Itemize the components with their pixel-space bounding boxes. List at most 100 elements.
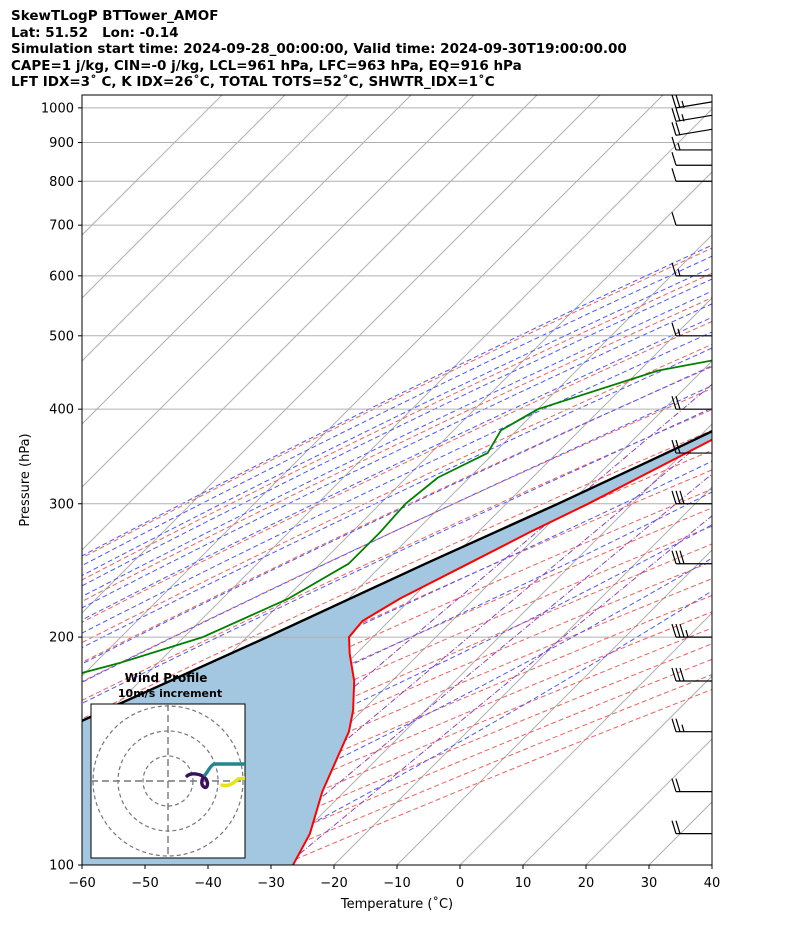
- wind-barb: [671, 490, 712, 505]
- wind-barb: [671, 108, 712, 122]
- wind-barb-flag: [675, 550, 681, 564]
- wind-barb-half-flag: [677, 268, 681, 277]
- x-tick-label: −40: [194, 876, 221, 891]
- wind-barb-flag: [671, 820, 677, 834]
- moist-adiabat-line: [82, 331, 712, 634]
- wind-barb: [671, 778, 712, 793]
- isotherm-line: [82, 95, 538, 551]
- wind-barb-flag: [675, 122, 681, 136]
- wind-barb-flag: [671, 95, 677, 109]
- isotherm-line: [522, 675, 712, 865]
- x-axis-label: Temperature (˚C): [340, 896, 453, 912]
- x-tick-label: −20: [320, 876, 347, 891]
- inset-subtitle: 10m/s increment: [118, 687, 222, 700]
- wind-barb: [671, 136, 712, 151]
- y-axis-label: Pressure (hPa): [18, 433, 33, 526]
- wind-barb: [671, 667, 712, 682]
- pressure-gridlines: [82, 107, 712, 865]
- wind-barb-staff: [675, 128, 712, 136]
- moist-adiabat-line: [82, 407, 712, 704]
- axes: −60 −50 −40 −30 −20 −10 0 10 20 30 40 1000 900 800 700…: [41, 101, 720, 891]
- x-tick-label: 0: [456, 876, 464, 891]
- wind-barb-staff: [675, 114, 712, 122]
- wind-barb-half-flag: [677, 142, 681, 151]
- moist-adiabat-line: [82, 491, 712, 792]
- wind-barb-half-flag: [685, 629, 689, 638]
- y-tick-label: 800: [49, 175, 74, 190]
- x-tick-label: −30: [257, 876, 284, 891]
- wind-barb: [671, 322, 712, 337]
- x-tick-label: 30: [641, 876, 658, 891]
- wind-barb-flag: [675, 820, 681, 834]
- wind-barb-half-flag: [681, 114, 685, 122]
- y-tick-label: 400: [49, 403, 74, 418]
- wind-barb: [671, 211, 712, 226]
- isotherm-line: [82, 95, 223, 236]
- moist-adiabat-line: [82, 303, 712, 609]
- series-line-parcel-profile: [82, 430, 712, 723]
- wind-barb-flag: [675, 108, 681, 122]
- wind-barb: [671, 262, 712, 277]
- dry-adiabat-line: [82, 429, 712, 720]
- mixing-ratio-line: [145, 383, 712, 865]
- x-tick-label: −50: [131, 876, 158, 891]
- wind-barb-flag: [675, 439, 681, 454]
- wind-barb: [671, 623, 712, 638]
- wind-barb: [671, 439, 712, 454]
- wind-barb-flag: [679, 667, 685, 682]
- wind-barb: [671, 152, 712, 166]
- wind-barb-half-flag: [681, 724, 685, 732]
- x-tick-label: 20: [578, 876, 595, 891]
- hodograph-trace: [220, 776, 245, 788]
- isotherm-line: [396, 549, 712, 865]
- y-tick-label: 100: [49, 859, 74, 874]
- moist-adiabat-line: [82, 244, 712, 557]
- dry-adiabat-line: [82, 297, 712, 603]
- indices-line: LFT IDX=3˚ C, K IDX=26˚C, TOTAL TOTS=52˚…: [11, 74, 495, 90]
- isotherm-line: [82, 108, 712, 740]
- wind-barb-flag: [671, 211, 677, 226]
- profile-lines: [82, 359, 712, 865]
- inset-title: Wind Profile: [125, 671, 208, 685]
- dry-adiabat-line: [82, 272, 712, 581]
- dry-adiabat-line: [82, 469, 712, 755]
- wind-barb-flag: [671, 439, 677, 454]
- chart-title-block: SkewTLogP BTTower_AMOF Lat: 51.52 Lon: -…: [11, 8, 627, 91]
- wind-barb-flag: [671, 122, 677, 136]
- isotherm-line: [82, 95, 475, 488]
- wind-barbs: [671, 95, 712, 835]
- moist-adiabat-line: [82, 524, 712, 833]
- wind-barb-flag: [671, 550, 677, 564]
- moist-adiabat-line: [82, 290, 712, 598]
- series-line-temperature: [292, 438, 712, 865]
- wind-barb-flag: [671, 152, 677, 166]
- wind-barb-half-flag: [677, 328, 681, 336]
- wind-barb-flag: [675, 490, 681, 504]
- wind-barb-flag: [671, 108, 677, 122]
- isotherm-line: [82, 95, 412, 425]
- y-tick-label: 600: [49, 269, 74, 284]
- isotherm-line: [82, 95, 349, 362]
- hodograph-trace: [185, 772, 210, 790]
- wind-barb-flag: [675, 396, 681, 410]
- wind-barb-flag: [675, 778, 681, 792]
- wind-barb-flag: [671, 262, 677, 277]
- wind-barb-flag: [675, 718, 681, 732]
- wind-barb-flag: [671, 490, 677, 504]
- wind-barb: [671, 820, 712, 835]
- y-tick-label: 300: [49, 497, 74, 512]
- wind-barb: [671, 718, 712, 733]
- wind-barb-flag: [679, 550, 685, 564]
- hodograph-trace: [203, 762, 245, 777]
- x-tick-label: −60: [68, 876, 95, 891]
- chart-title: SkewTLogP BTTower_AMOF: [11, 8, 219, 24]
- isotherm-line: [711, 864, 712, 865]
- dry-adiabat-line: [82, 343, 712, 644]
- isotherm-line: [585, 738, 712, 865]
- wind-barb-flag: [675, 623, 681, 638]
- wind-barb-flag: [671, 718, 677, 732]
- wind-barb-half-flag: [681, 100, 685, 109]
- isotherm-line: [648, 801, 712, 865]
- wind-barb-staff: [675, 101, 712, 109]
- location-line: Lat: 51.52 Lon: -0.14: [11, 24, 179, 41]
